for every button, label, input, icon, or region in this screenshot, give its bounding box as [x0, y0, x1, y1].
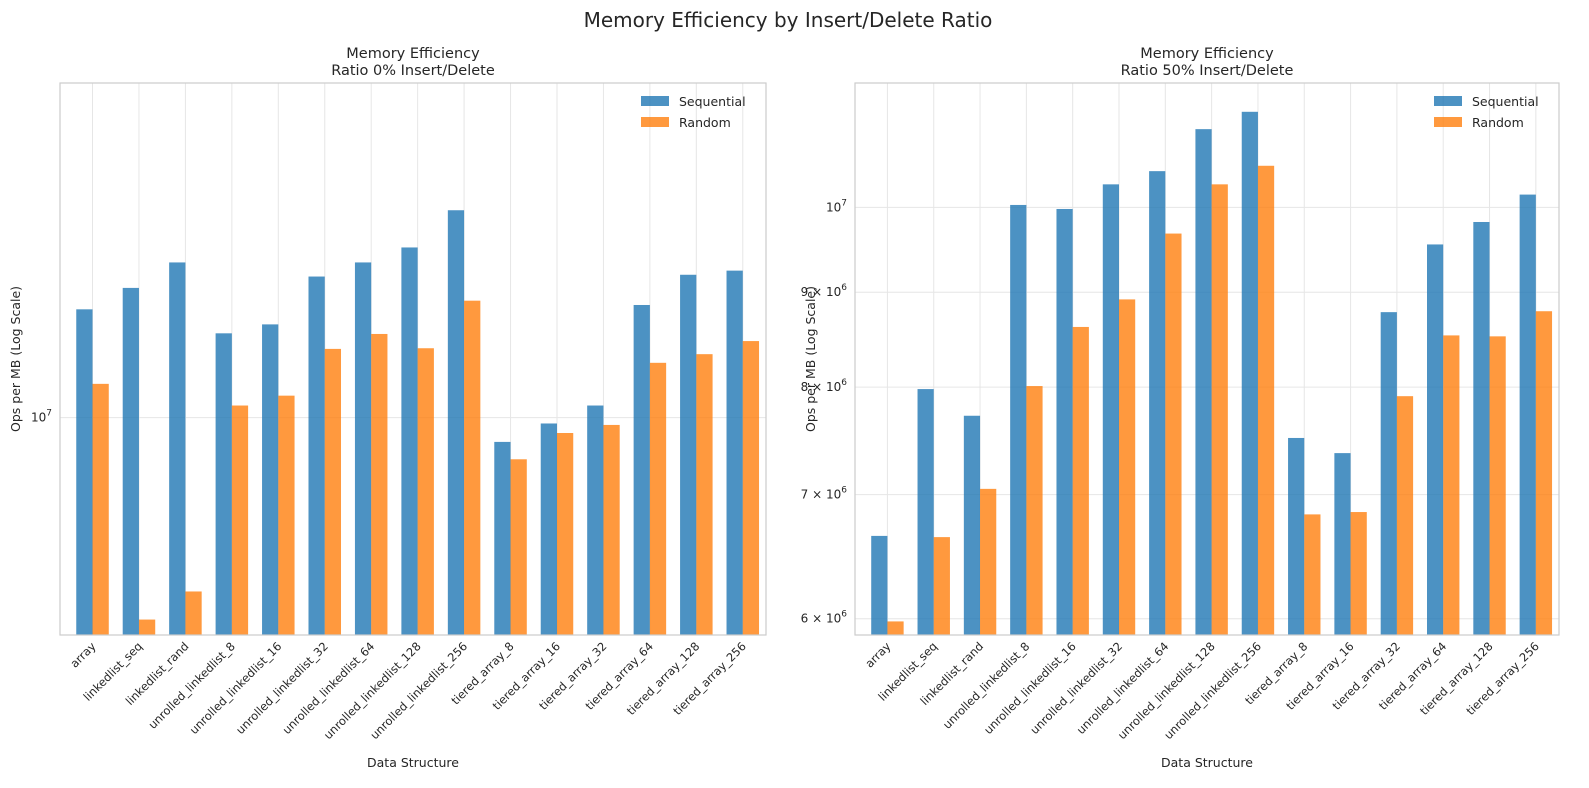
bar-sequential [1427, 244, 1444, 635]
y-axis-label: Ops per MB (Log Scale) [8, 286, 23, 432]
bar-sequential [447, 210, 465, 636]
y-tick-label: 107 [826, 198, 847, 214]
x-tick-label: unrolled_linkedlist_64 [1074, 639, 1172, 737]
subplot-title: Memory Efficiency [346, 46, 480, 62]
bar-sequential [917, 389, 934, 635]
bar-random [417, 348, 434, 635]
bar-random [980, 488, 997, 635]
bar-sequential [1473, 221, 1490, 636]
bar-sequential [726, 270, 743, 635]
bar-sequential [540, 423, 557, 635]
bar-sequential [1241, 111, 1258, 636]
x-tick-label: unrolled_linkedlist_16 [187, 639, 285, 737]
x-tick-label: array [67, 639, 98, 670]
x-tick-label: unrolled_linkedlist_32 [233, 639, 331, 737]
bar-random [1535, 311, 1553, 635]
legend-swatch-random [641, 117, 669, 127]
y-tick-label: 9 × 106 [801, 283, 848, 299]
plot-area-frame [854, 82, 1560, 636]
bar-sequential [680, 274, 697, 635]
bar-sequential [1149, 171, 1166, 636]
bar-sequential [1380, 312, 1397, 635]
bar-random [1119, 299, 1136, 635]
legend-label: Random [679, 115, 731, 130]
bar-random [231, 405, 249, 635]
bar-sequential [1102, 184, 1119, 635]
bar-sequential [1010, 204, 1027, 635]
bar-random [1489, 336, 1506, 635]
bar-sequential [871, 535, 888, 635]
bar-random [742, 341, 760, 635]
x-tick-label: unrolled_linkedlist_16 [981, 639, 1079, 737]
bar-random [1257, 165, 1275, 635]
bar-random [1350, 512, 1367, 635]
bar-random [324, 348, 342, 635]
bar-sequential [76, 309, 93, 635]
bar-random [1072, 326, 1089, 635]
bar-random [510, 459, 527, 635]
bar-sequential [1334, 453, 1351, 635]
bar-sequential [1056, 208, 1073, 635]
y-tick-label: 107 [31, 409, 52, 425]
x-axis-label: Data Structure [367, 755, 459, 770]
bar-random [1304, 514, 1321, 635]
bar-random [696, 354, 713, 635]
bar-sequential [169, 262, 186, 635]
bar-random [1443, 335, 1460, 635]
bar-sequential [1519, 194, 1536, 635]
bar-sequential [308, 276, 325, 635]
bar-random [603, 424, 620, 635]
y-tick-label: 6 × 106 [801, 610, 848, 626]
y-axis-label: Ops per MB (Log Scale) [803, 286, 818, 432]
legend-swatch-sequential [641, 96, 669, 106]
bar-sequential [354, 262, 372, 635]
bar-random [1396, 396, 1414, 635]
bar-random [556, 433, 574, 635]
legend-swatch-sequential [1434, 96, 1462, 106]
bar-sequential [633, 304, 650, 635]
x-tick-label: unrolled_linkedlist_64 [280, 639, 378, 737]
bar-random [1026, 386, 1043, 635]
bar-sequential [262, 324, 279, 635]
x-tick-label: array [862, 639, 893, 670]
plot-area-frame [59, 82, 767, 636]
bar-random [92, 383, 109, 635]
bar-sequential [963, 415, 981, 635]
bar-sequential [494, 441, 511, 635]
x-tick-label: unrolled_linkedlist_32 [1027, 639, 1125, 737]
bar-random [138, 619, 156, 635]
legend-label: Random [1472, 115, 1524, 130]
bar-random [185, 591, 202, 635]
bar-sequential [215, 333, 232, 635]
bar-random [371, 333, 388, 635]
subplot-title: Ratio 0% Insert/Delete [331, 63, 495, 79]
bar-random [933, 537, 950, 635]
subplot-title: Ratio 50% Insert/Delete [1121, 63, 1294, 79]
figure-title: Memory Efficiency by Insert/Delete Ratio [584, 8, 993, 32]
bar-random [887, 621, 904, 635]
bar-sequential [401, 247, 418, 635]
bar-sequential [587, 405, 604, 635]
bar-sequential [122, 287, 139, 635]
y-tick-label: 7 × 106 [801, 486, 848, 502]
bar-sequential [1288, 437, 1305, 635]
y-tick-label: 8 × 106 [801, 378, 848, 394]
bar-random [1211, 184, 1228, 635]
bar-random [649, 362, 667, 635]
legend-label: Sequential [679, 94, 746, 109]
bar-sequential [1195, 129, 1212, 635]
bar-random [278, 395, 295, 635]
bar-random [464, 300, 481, 635]
subplot-title: Memory Efficiency [1140, 46, 1274, 62]
x-tick-label: unrolled_linkedlist_8 [145, 639, 238, 732]
legend-label: Sequential [1472, 94, 1539, 109]
legend-swatch-random [1434, 117, 1462, 127]
x-axis-label: Data Structure [1161, 755, 1253, 770]
x-tick-label: unrolled_linkedlist_8 [940, 639, 1033, 732]
bar-random [1165, 233, 1182, 635]
